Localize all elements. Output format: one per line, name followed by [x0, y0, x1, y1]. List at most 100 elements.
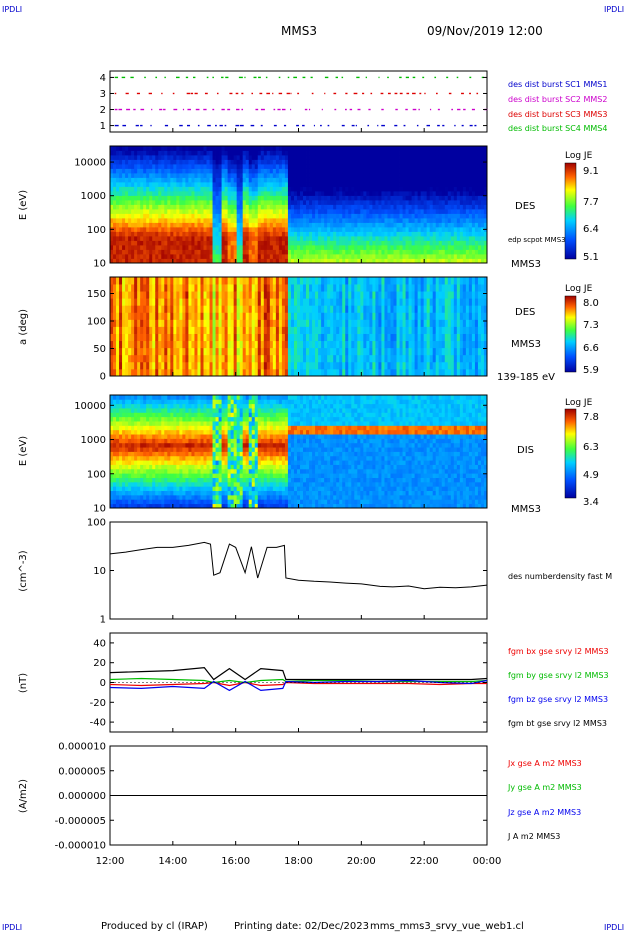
- des-pitch-cell: [300, 361, 304, 370]
- des-pitch-cell: [327, 333, 331, 342]
- des-pitch-cell: [233, 291, 238, 299]
- des-energy-cell: [414, 173, 419, 178]
- des-pitch-cell: [170, 319, 174, 327]
- des-pitch-cell: [375, 354, 379, 363]
- des-energy-cell: [266, 240, 271, 246]
- des-energy-cell: [474, 195, 479, 201]
- des-pitch-cell: [336, 368, 340, 377]
- burst-marker: [206, 76, 209, 79]
- des-energy-cell: [330, 186, 334, 192]
- des-pitch-cell: [312, 298, 316, 306]
- des-energy-cell: [131, 254, 135, 259]
- des-pitch-cell: [357, 368, 361, 377]
- des-energy-cell: [293, 204, 298, 210]
- des-energy-cell: [293, 254, 298, 259]
- des-energy-cell: [227, 231, 232, 237]
- des-energy-cell: [155, 209, 159, 214]
- des-energy-cell: [281, 146, 286, 151]
- des-energy-cell: [281, 245, 286, 250]
- des-energy-cell: [224, 240, 229, 246]
- des-pitch-cell: [179, 347, 183, 356]
- des-energy-cell: [155, 182, 159, 187]
- des-energy-cell: [128, 150, 132, 156]
- des-energy-cell: [275, 164, 280, 169]
- des-energy-cell: [462, 254, 467, 259]
- des-pitch-cell: [155, 298, 159, 306]
- des-pitch-cell: [321, 284, 325, 292]
- des-pitch-cell: [348, 326, 352, 334]
- des-energy-cell: [236, 168, 241, 174]
- des-pitch-cell: [152, 319, 156, 327]
- des-energy-cell: [290, 177, 295, 183]
- des-energy-cell: [143, 213, 147, 219]
- des-energy-cell: [251, 146, 256, 151]
- des-energy-cell: [269, 231, 274, 237]
- des-energy-cell: [296, 222, 301, 228]
- des-energy-cell: [474, 204, 479, 210]
- des-energy-cell: [396, 249, 400, 255]
- des-pitch-cell: [408, 284, 412, 292]
- des-pitch-cell: [173, 354, 177, 363]
- des-pitch-cell: [429, 347, 434, 356]
- des-pitch-cell: [432, 291, 437, 299]
- des-energy-cell: [432, 258, 437, 264]
- des-pitch-cell: [230, 333, 235, 342]
- des-energy-cell: [309, 218, 313, 223]
- des-energy-cell: [152, 209, 156, 214]
- des-pitch-cell: [260, 340, 265, 349]
- des-pitch-cell: [333, 361, 337, 370]
- des-energy-cell: [212, 213, 216, 219]
- des-pitch-cell: [354, 340, 358, 349]
- des-energy-cell: [399, 195, 403, 201]
- des-energy-cell: [366, 254, 370, 259]
- des-pitch-cell: [336, 361, 340, 370]
- des-energy-cell: [387, 218, 391, 223]
- des-pitch-cell: [278, 291, 283, 299]
- des-energy-cell: [170, 236, 174, 241]
- des-energy-cell: [375, 249, 379, 255]
- des-pitch-cell: [248, 305, 253, 313]
- des-energy-cell: [420, 258, 425, 264]
- des-pitch-cell: [158, 333, 162, 342]
- des-energy-cell: [272, 254, 277, 259]
- des-energy-cell: [324, 213, 328, 219]
- des-energy-cell: [354, 227, 358, 232]
- des-energy-cell: [260, 155, 265, 160]
- des-energy-cell: [444, 236, 449, 241]
- des-pitch-cell: [342, 305, 346, 313]
- des-energy-cell: [375, 254, 379, 259]
- des-pitch-cell: [369, 312, 373, 320]
- des-pitch-cell: [263, 354, 268, 363]
- des-energy-cell: [327, 191, 331, 196]
- des-energy-cell: [251, 249, 256, 255]
- des-energy-cell: [296, 218, 301, 223]
- des-energy-cell: [263, 155, 268, 160]
- des-pitch-cell: [312, 361, 316, 370]
- des-pitch-cell: [164, 347, 168, 356]
- des-energy-cell: [450, 240, 455, 246]
- des-energy-cell: [429, 204, 434, 210]
- des-energy-cell: [345, 164, 349, 169]
- des-energy-cell: [345, 182, 349, 187]
- des-energy-cell: [242, 159, 247, 165]
- des-pitch-cell: [185, 284, 189, 292]
- des-energy-cell: [131, 182, 135, 187]
- des-pitch-cell: [396, 333, 400, 342]
- des-energy-cell: [333, 222, 337, 228]
- des-energy-cell: [363, 186, 367, 192]
- des-pitch-cell: [191, 333, 195, 342]
- burst-marker: [224, 124, 227, 127]
- des-energy-cell: [414, 240, 419, 246]
- des-pitch-cell: [330, 284, 334, 292]
- des-pitch-cell: [330, 347, 334, 356]
- des-energy-cell: [477, 191, 482, 196]
- des-energy-cell: [248, 150, 253, 156]
- des-energy-cell: [369, 155, 373, 160]
- des-energy-cell: [128, 227, 132, 232]
- des-pitch-cell: [182, 319, 186, 327]
- des-pitch-cell: [116, 312, 120, 320]
- des-energy-cell: [218, 218, 222, 223]
- des-energy-cell: [471, 249, 476, 255]
- des-energy-cell: [143, 168, 147, 174]
- des-energy-cell: [122, 204, 126, 210]
